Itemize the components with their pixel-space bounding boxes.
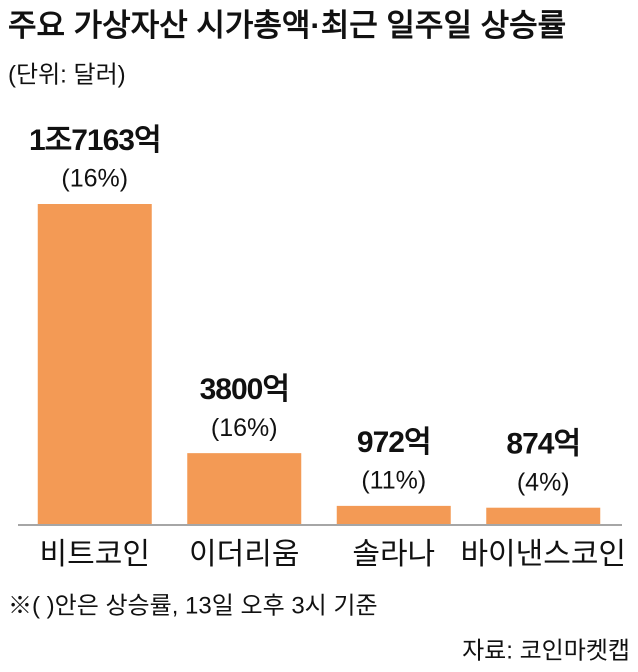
value-label: 874억 bbox=[506, 428, 580, 461]
x-tick-label: 비트코인 bbox=[40, 538, 150, 571]
value-label: 3800억 bbox=[200, 373, 289, 406]
bar bbox=[187, 453, 302, 524]
chart-title: 주요 가상자산 시가총액·최근 일주일 상승률 bbox=[8, 8, 566, 43]
source: 자료: 코인마켓캡 bbox=[462, 637, 630, 664]
bar bbox=[486, 507, 601, 524]
x-tick-label: 이더리움 bbox=[189, 538, 299, 571]
change-label: (16%) bbox=[211, 414, 278, 442]
chart-subtitle: (단위: 달러) bbox=[8, 61, 126, 88]
change-label: (4%) bbox=[517, 468, 570, 496]
change-label: (16%) bbox=[61, 165, 128, 193]
x-tick-label: 솔라나 bbox=[352, 538, 435, 571]
bar bbox=[37, 204, 152, 524]
x-tick-label: 바이낸스코인 bbox=[460, 538, 626, 571]
bar bbox=[336, 505, 451, 524]
value-label: 972억 bbox=[357, 426, 431, 459]
value-label: 1조7163억 bbox=[29, 124, 161, 157]
change-label: (11%) bbox=[361, 466, 426, 494]
footnote: ※( )안은 상승률, 13일 오후 3시 기준 bbox=[8, 592, 378, 619]
